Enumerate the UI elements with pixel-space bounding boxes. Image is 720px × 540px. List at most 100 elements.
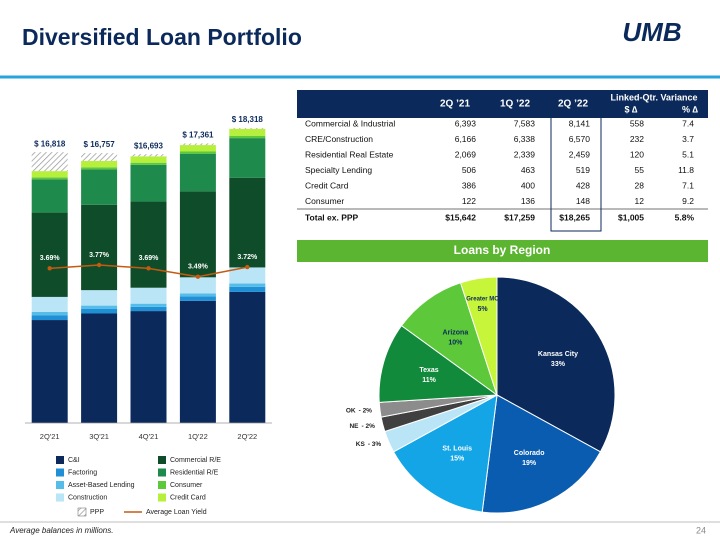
total-label: $ 16,818 — [34, 139, 66, 148]
x-tick-label: 4Q'21 — [139, 432, 159, 441]
bar-segment — [31, 315, 68, 321]
pie-slice — [481, 394, 602, 514]
pie-label: KS - 3% — [356, 441, 382, 448]
bar-segment — [130, 154, 167, 157]
pie-slice — [496, 276, 616, 453]
pie-slice — [392, 394, 498, 513]
pie-value: - 2% — [362, 423, 376, 430]
bar-segment — [31, 320, 68, 423]
yield-point — [47, 266, 52, 271]
pie-category: St. Louis — [442, 445, 472, 452]
bar-segment — [229, 128, 266, 129]
group-header: Linked-Qtr. Variance — [610, 92, 697, 102]
bar-segment — [31, 311, 68, 316]
bar-segment — [31, 177, 68, 180]
column-header: 2Q ’21 — [440, 99, 470, 110]
yield-label: 3.69% — [139, 255, 160, 262]
cell: 506 — [462, 165, 476, 175]
bar-segment — [130, 201, 167, 288]
cell: 463 — [521, 165, 535, 175]
bar-segment — [229, 267, 266, 284]
pie-value: 19% — [522, 460, 537, 467]
cell: 12 — [635, 196, 645, 206]
bar-segment — [179, 277, 216, 294]
bar-segment — [179, 300, 216, 423]
bar-segment — [130, 306, 167, 312]
cell: $17,259 — [504, 212, 535, 222]
column-header: 2Q ’22 — [558, 99, 588, 110]
legend-label: Credit Card — [170, 494, 206, 501]
cell: 558 — [630, 118, 644, 128]
row-label: Consumer — [305, 196, 344, 206]
pie-label: OK - 2% — [346, 407, 372, 414]
total-label: $ 16,757 — [84, 140, 116, 149]
cell: 6,166 — [455, 134, 477, 144]
cell: $18,265 — [559, 212, 590, 222]
cell: $1,005 — [618, 212, 644, 222]
cell: 5.1 — [682, 149, 694, 159]
bar-segment — [31, 212, 68, 297]
cell: 386 — [462, 180, 476, 190]
current-quarter-box — [550, 90, 602, 232]
cell: 9.2 — [682, 196, 694, 206]
cell: 2,069 — [455, 149, 477, 159]
legend-label: Asset-Based Lending — [68, 482, 135, 489]
table-header-bg — [297, 90, 708, 118]
total-label: $ 18,318 — [232, 115, 264, 124]
x-tick-label: 1Q'22 — [188, 432, 208, 441]
pie-chart: Loans by Region Kansas City 33% Colorado 19%… — [297, 240, 708, 514]
cell: $15,642 — [445, 212, 476, 222]
legend-label: Factoring — [68, 469, 97, 476]
cell: 6,393 — [455, 118, 477, 128]
cell: 120 — [630, 149, 644, 159]
pie-title: Loans by Region — [454, 243, 551, 257]
bar-segment — [229, 128, 266, 136]
cell: 8,141 — [569, 118, 591, 128]
pie-slice — [400, 282, 498, 397]
legend-swatch — [56, 481, 64, 489]
bar-segment — [179, 145, 216, 152]
legend-swatch — [158, 493, 166, 502]
bar-segment — [229, 138, 266, 178]
pie-category: Colorado — [514, 450, 545, 457]
row-label: Total ex. PPP — [305, 212, 359, 222]
legend-swatch — [56, 493, 64, 502]
cell: 7.4 — [682, 118, 694, 128]
bar-segment — [229, 291, 266, 423]
slide-title: Diversified Loan Portfolio — [22, 24, 302, 50]
row-label: Commercial & Industrial — [305, 118, 395, 128]
cell: 28 — [635, 180, 645, 190]
bar-segment — [179, 296, 216, 301]
column-header: $ ∆ — [624, 104, 638, 114]
pie-category: OK — [346, 407, 356, 414]
cell: 122 — [462, 196, 476, 206]
page-number: 24 — [696, 525, 706, 535]
cell: 7,583 — [514, 118, 536, 128]
pie-category: KS — [356, 441, 366, 448]
bar-segment — [31, 171, 68, 178]
legend-swatch — [77, 507, 87, 517]
total-label: $16,693 — [134, 141, 163, 150]
bar-segment — [179, 153, 216, 192]
pie-category: Texas — [419, 367, 438, 374]
pie-value: 11% — [422, 377, 436, 384]
bar-segment — [130, 156, 167, 163]
legend-swatch — [56, 456, 64, 464]
legend-label: C&I — [68, 457, 80, 464]
cell: 136 — [521, 196, 535, 206]
x-tick-label: 2Q'21 — [40, 432, 60, 441]
cell: 5.8% — [675, 212, 695, 222]
bar-segment — [81, 169, 118, 205]
bar-segment — [81, 153, 118, 161]
pie-value: 5% — [478, 306, 489, 313]
cell: 6,570 — [569, 134, 591, 144]
cell: 2,459 — [569, 149, 591, 159]
yield-label: 3.72% — [237, 254, 258, 261]
cell: 400 — [521, 180, 535, 190]
bar-segment — [179, 143, 216, 146]
bar-segment — [229, 286, 266, 292]
legend-label: Consumer — [170, 482, 203, 489]
column-header: % ∆ — [682, 104, 699, 114]
legend-label: Commercial R/E — [170, 457, 221, 464]
